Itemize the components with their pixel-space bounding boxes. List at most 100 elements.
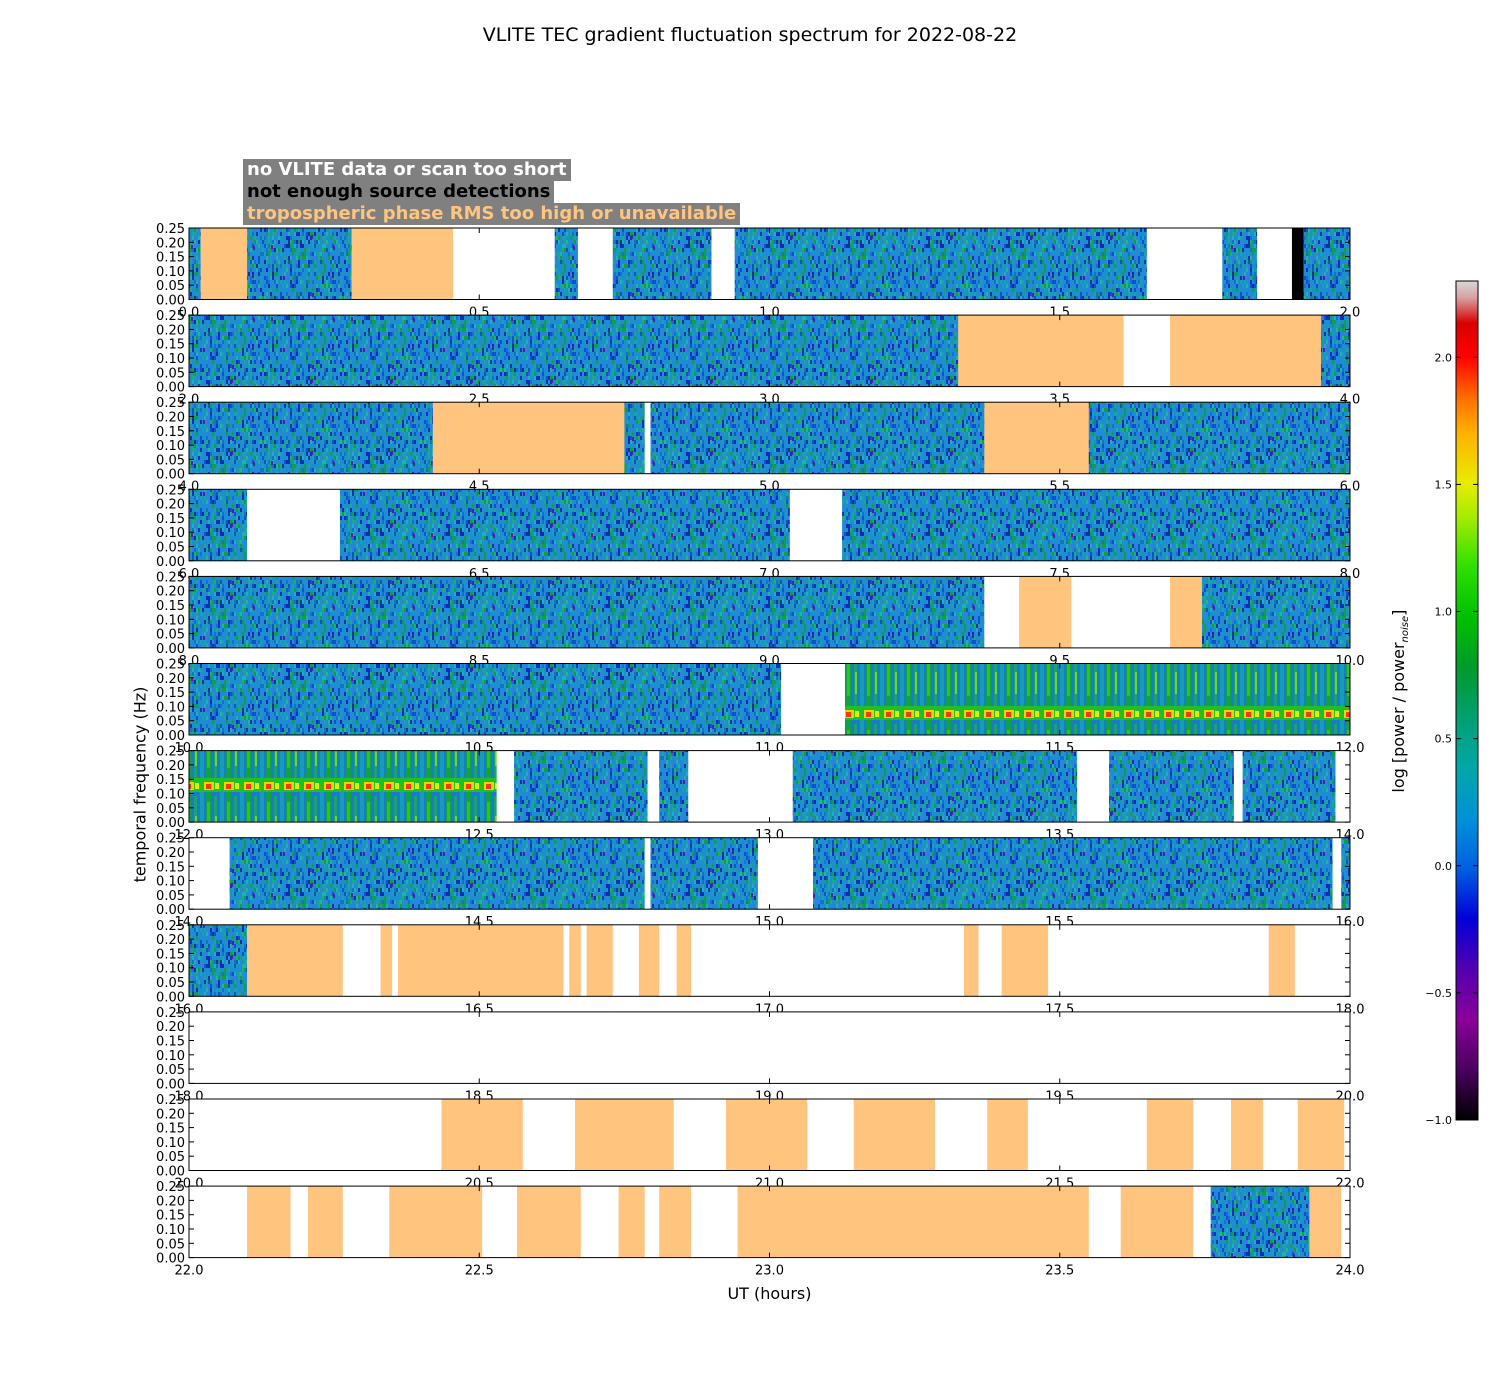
segment-d bbox=[1210, 1186, 1310, 1258]
segment-w bbox=[1332, 837, 1342, 910]
segment-d bbox=[1242, 750, 1336, 823]
segment-w bbox=[1294, 924, 1351, 997]
segment-o bbox=[725, 1099, 808, 1171]
panel-11: 0.000.050.100.150.200.25 22.0 22.5 23.0 23.5… bbox=[156, 1180, 1364, 1279]
segment-o bbox=[1297, 1099, 1345, 1171]
y-tick-label: 0.25 bbox=[156, 832, 185, 847]
segment-d bbox=[659, 750, 689, 823]
legend-tropospheric-rms: tropospheric phase RMS too high or unava… bbox=[243, 203, 741, 225]
colorbar-tick-label: 2.0 bbox=[1435, 351, 1453, 364]
segment-w bbox=[1233, 750, 1243, 823]
segment-o bbox=[380, 924, 393, 997]
colorbar: −1.0 −0.5 0.0 0.5 1.0 1.5 2.0 bbox=[1425, 280, 1479, 1127]
y-tick-label: 0.20 bbox=[156, 411, 185, 426]
segment-d bbox=[189, 576, 985, 648]
y-tick-label: 0.10 bbox=[156, 788, 185, 803]
y-tick-label: 0.00 bbox=[156, 468, 185, 483]
y-tick-label: 0.15 bbox=[156, 599, 185, 614]
segment-o bbox=[308, 1186, 344, 1258]
y-tick-label: 0.00 bbox=[156, 642, 185, 657]
y-axis-label: temporal frequency (Hz) bbox=[130, 686, 150, 883]
segment-o bbox=[516, 1186, 582, 1258]
y-tick-label: 0.00 bbox=[156, 1165, 185, 1180]
segment-w bbox=[807, 1099, 854, 1171]
y-tick-label: 0.15 bbox=[156, 512, 185, 527]
segment-w bbox=[482, 1186, 518, 1258]
y-tick-label: 0.25 bbox=[156, 1093, 185, 1108]
y-tick-label: 0.15 bbox=[156, 860, 185, 875]
segment-w bbox=[1027, 1099, 1148, 1171]
segment-o bbox=[1120, 1186, 1194, 1258]
segment-w bbox=[453, 228, 556, 300]
y-tick-label: 0.00 bbox=[156, 903, 185, 918]
segment-d bbox=[247, 228, 352, 300]
y-tick-label: 0.20 bbox=[156, 846, 185, 861]
segment-o bbox=[638, 924, 660, 997]
segment-w bbox=[522, 1099, 576, 1171]
segment-w bbox=[789, 489, 843, 561]
segment-w bbox=[189, 1099, 442, 1171]
segment-w bbox=[1123, 315, 1171, 387]
segment-o bbox=[247, 924, 344, 997]
segment-o bbox=[586, 924, 614, 997]
segment-w bbox=[673, 1099, 727, 1171]
segment-d bbox=[612, 228, 712, 300]
segment-o bbox=[1309, 1186, 1342, 1258]
y-tick-label: 0.10 bbox=[156, 875, 185, 890]
segment-d bbox=[189, 663, 782, 735]
y-tick-label: 0.15 bbox=[156, 686, 185, 701]
segment-w bbox=[688, 750, 794, 823]
segment-w bbox=[189, 1011, 1351, 1084]
y-tick-label: 0.05 bbox=[156, 453, 185, 468]
segment-w bbox=[644, 837, 651, 910]
segment-w bbox=[978, 924, 1002, 997]
y-tick-label: 0.25 bbox=[156, 919, 185, 934]
segment-w bbox=[1193, 1099, 1232, 1171]
segment-d bbox=[1341, 837, 1351, 910]
segment-w bbox=[1088, 1186, 1122, 1258]
y-tick-label: 0.20 bbox=[156, 1107, 185, 1122]
y-tick-label: 0.20 bbox=[156, 1194, 185, 1209]
y-tick-label: 0.20 bbox=[156, 323, 185, 338]
colorbar-label: log [power / powernoise] bbox=[1389, 601, 1411, 801]
segment-d bbox=[1320, 315, 1351, 387]
y-tick-label: 0.10 bbox=[156, 439, 185, 454]
segment-w bbox=[1071, 576, 1171, 648]
x-tick-label: 23.5 bbox=[1045, 1264, 1074, 1279]
y-tick-label: 0.00 bbox=[156, 555, 185, 570]
segment-d bbox=[842, 489, 1351, 561]
segment-w bbox=[691, 924, 965, 997]
y-tick-label: 0.05 bbox=[156, 1063, 185, 1078]
y-tick-label: 0.20 bbox=[156, 1020, 185, 1035]
segment-b bbox=[1291, 228, 1304, 300]
segment-o bbox=[1146, 1099, 1194, 1171]
y-tick-label: 0.05 bbox=[156, 1150, 185, 1165]
colorbar-label-end: ] bbox=[1388, 609, 1408, 616]
y-tick-label: 0.05 bbox=[156, 802, 185, 817]
segment-w bbox=[247, 489, 341, 561]
segment-d bbox=[229, 837, 645, 910]
y-tick-label: 0.25 bbox=[156, 1180, 185, 1195]
segment-o bbox=[247, 1186, 291, 1258]
y-tick-label: 0.15 bbox=[156, 425, 185, 440]
y-tick-label: 0.05 bbox=[156, 889, 185, 904]
segment-o bbox=[1170, 315, 1322, 387]
segment-o bbox=[984, 402, 1090, 474]
y-tick-label: 0.15 bbox=[156, 947, 185, 962]
y-tick-label: 0.10 bbox=[156, 1136, 185, 1151]
y-tick-label: 0.10 bbox=[156, 613, 185, 628]
colorbar-tick-label: 0.5 bbox=[1435, 733, 1453, 746]
y-tick-label: 0.00 bbox=[156, 729, 185, 744]
segment-o bbox=[958, 315, 1124, 387]
segment-w bbox=[644, 402, 651, 474]
segment-o bbox=[1230, 1099, 1264, 1171]
segment-d bbox=[1222, 228, 1258, 300]
segment-d bbox=[734, 228, 1148, 300]
chart-title: VLITE TEC gradient fluctuation spectrum … bbox=[482, 24, 1018, 46]
segment-w bbox=[563, 924, 570, 997]
y-tick-label: 0.25 bbox=[156, 570, 185, 585]
panel-2: 0.000.050.100.150.200.254.0 4.5 5.0 5.5 6.0 bbox=[156, 396, 1360, 495]
y-tick-label: 0.00 bbox=[156, 816, 185, 831]
